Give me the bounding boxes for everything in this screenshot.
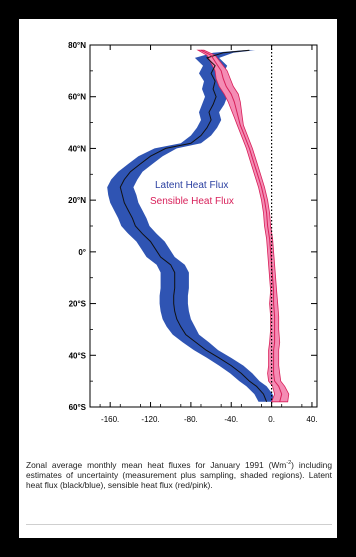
axis-tick-labels: -160. -120. -80. -40. 0. 40. 60°S 40°S 20°S 0° 20°… xyxy=(68,41,317,424)
caption-superscript: -2 xyxy=(286,460,292,466)
legend-label-latent: Latent Heat Flux xyxy=(155,180,228,191)
y-tick-label: 40°S xyxy=(69,351,87,360)
x-tick-label: -120. xyxy=(141,415,159,424)
caption-text-1: Zonal average monthly mean heat fluxes f… xyxy=(26,459,287,470)
x-tick-label: 40. xyxy=(306,415,317,424)
figure-caption: Zonal average monthly mean heat fluxes f… xyxy=(26,458,332,490)
x-tick-label: -40. xyxy=(224,415,238,424)
x-tick-label: -160. xyxy=(101,415,119,424)
latent-heat-flux-line xyxy=(119,49,268,402)
y-tick-label: 0° xyxy=(78,248,86,257)
x-tick-label: -80. xyxy=(184,415,198,424)
legend-label-sensible: Sensible Heat Flux xyxy=(150,196,234,207)
sensible-heat-flux-line xyxy=(200,49,283,402)
y-tick-label: 20°N xyxy=(68,196,86,205)
y-tick-label: 80°N xyxy=(68,41,86,50)
y-tick-label: 60°S xyxy=(69,403,87,412)
y-tick-label: 20°S xyxy=(69,300,87,309)
caption-text-2: ) including estimates of uncertainty (me… xyxy=(26,459,332,491)
y-tick-label: 40°N xyxy=(68,144,86,153)
footer-divider xyxy=(26,524,332,525)
uncertainty-bands xyxy=(107,49,290,403)
axis-ticks xyxy=(90,44,317,408)
sensible-heat-flux-band xyxy=(196,49,290,403)
y-tick-label: 60°N xyxy=(68,93,86,102)
latent-heat-flux-band xyxy=(107,50,275,402)
mean-lines xyxy=(119,49,283,402)
x-tick-label: 0. xyxy=(268,415,275,424)
legend: Latent Heat Flux Sensible Heat Flux xyxy=(150,180,234,207)
